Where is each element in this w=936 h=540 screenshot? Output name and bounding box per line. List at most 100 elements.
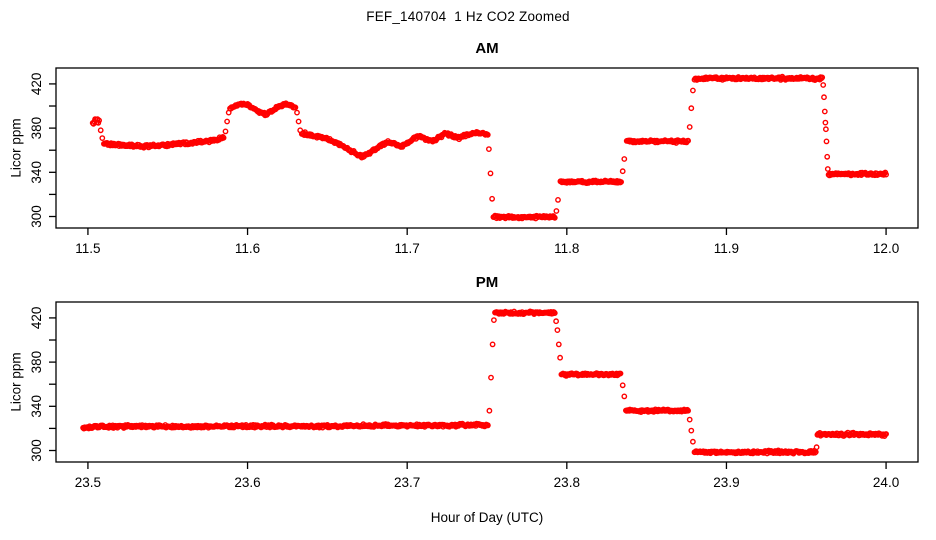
data-point bbox=[195, 139, 202, 146]
data-point bbox=[271, 106, 278, 113]
data-point bbox=[702, 449, 708, 456]
data-point bbox=[661, 407, 668, 414]
data-point bbox=[258, 424, 264, 431]
data-point bbox=[207, 423, 214, 430]
data-point bbox=[554, 327, 561, 333]
data-point bbox=[302, 131, 309, 138]
data-point bbox=[250, 424, 257, 431]
data-point bbox=[700, 76, 707, 83]
data-point bbox=[440, 131, 447, 138]
data-point bbox=[668, 407, 675, 414]
data-point bbox=[792, 75, 798, 82]
data-point bbox=[338, 142, 345, 149]
data-point bbox=[387, 140, 394, 147]
data-point bbox=[532, 215, 539, 222]
data-point bbox=[652, 139, 659, 146]
data-point bbox=[377, 423, 384, 429]
data-point bbox=[301, 132, 308, 139]
data-point bbox=[448, 131, 454, 138]
data-point bbox=[635, 139, 642, 145]
data-point bbox=[597, 179, 604, 186]
data-point bbox=[846, 432, 853, 439]
data-point bbox=[123, 143, 130, 150]
data-point bbox=[825, 171, 832, 178]
data-point bbox=[241, 101, 248, 108]
data-point bbox=[527, 213, 533, 220]
data-point bbox=[219, 423, 225, 430]
data-point bbox=[818, 75, 825, 82]
data-point bbox=[118, 423, 125, 430]
data-point bbox=[538, 309, 545, 316]
data-point bbox=[414, 423, 421, 430]
data-point bbox=[696, 75, 703, 82]
data-point bbox=[180, 139, 187, 146]
data-point bbox=[328, 423, 335, 429]
data-point bbox=[598, 370, 605, 377]
data-point bbox=[145, 144, 152, 151]
data-point bbox=[170, 140, 177, 147]
data-point bbox=[528, 214, 534, 221]
data-point bbox=[378, 141, 385, 148]
data-point bbox=[864, 171, 870, 178]
data-point bbox=[761, 448, 768, 455]
data-point bbox=[238, 422, 245, 429]
data-point bbox=[492, 212, 498, 219]
data-point bbox=[157, 422, 164, 429]
data-point bbox=[219, 423, 226, 430]
data-point bbox=[769, 449, 776, 456]
data-point bbox=[444, 423, 451, 430]
data-point bbox=[760, 76, 767, 83]
data-point bbox=[810, 76, 817, 83]
data-point bbox=[794, 75, 801, 82]
data-point bbox=[768, 74, 774, 81]
data-point bbox=[307, 133, 314, 139]
data-point bbox=[516, 309, 523, 316]
data-point bbox=[615, 178, 622, 185]
data-point bbox=[302, 423, 308, 430]
data-point bbox=[415, 422, 422, 428]
data-point bbox=[469, 129, 476, 136]
data-point bbox=[91, 423, 98, 429]
data-point bbox=[859, 169, 865, 176]
data-point bbox=[495, 214, 502, 221]
data-point bbox=[690, 438, 696, 445]
data-point bbox=[848, 172, 854, 179]
data-point bbox=[819, 431, 826, 437]
data-point bbox=[413, 133, 420, 140]
panel-title-pm: PM bbox=[475, 274, 499, 291]
data-point bbox=[362, 151, 369, 157]
data-point bbox=[641, 408, 648, 415]
data-point bbox=[861, 170, 868, 177]
data-point bbox=[664, 406, 671, 413]
data-point bbox=[629, 407, 636, 413]
data-point bbox=[333, 139, 340, 146]
data-point bbox=[444, 131, 450, 137]
data-point bbox=[294, 423, 300, 429]
data-point bbox=[881, 433, 888, 440]
data-point bbox=[349, 148, 355, 155]
data-point bbox=[879, 432, 885, 439]
data-point bbox=[849, 430, 856, 437]
data-point bbox=[474, 421, 481, 428]
data-point bbox=[872, 172, 878, 179]
data-point bbox=[392, 423, 399, 429]
data-point bbox=[773, 75, 779, 82]
data-point bbox=[745, 76, 752, 83]
data-point bbox=[816, 429, 823, 436]
data-point bbox=[540, 310, 547, 316]
data-point bbox=[213, 137, 220, 144]
x-tick-label: 12.0 bbox=[873, 241, 899, 256]
data-point bbox=[128, 141, 135, 148]
data-point bbox=[367, 149, 374, 156]
data-point bbox=[871, 171, 877, 178]
data-point bbox=[742, 449, 749, 456]
data-point bbox=[306, 424, 312, 431]
data-point bbox=[617, 179, 624, 186]
data-point bbox=[663, 138, 670, 144]
data-point bbox=[110, 140, 117, 147]
data-point bbox=[290, 104, 296, 111]
data-point bbox=[405, 423, 411, 429]
data-point bbox=[575, 372, 581, 379]
data-point bbox=[380, 140, 387, 147]
data-point bbox=[505, 309, 512, 316]
